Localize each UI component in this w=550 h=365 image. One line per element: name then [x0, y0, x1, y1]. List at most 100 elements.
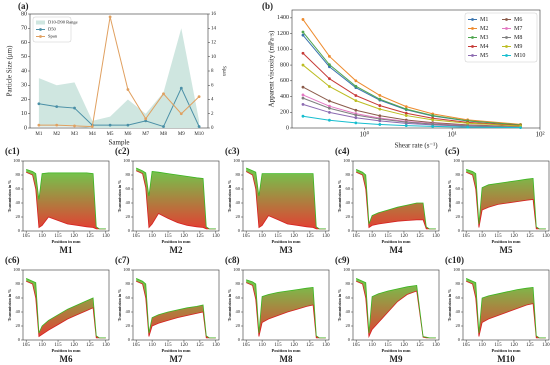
y-tick-label: 600 — [280, 78, 289, 84]
panel-label: (c3) — [225, 146, 240, 156]
y-tick-label: 0 — [18, 337, 21, 342]
x-axis-label: Position in mm — [161, 239, 190, 244]
data-point — [301, 103, 305, 106]
y-tick-label: 60 — [346, 186, 351, 191]
legend-label: M1 — [480, 17, 488, 23]
y2-tick-label: 16 — [211, 12, 217, 17]
data-point — [73, 106, 76, 110]
data-point — [37, 123, 41, 127]
x-tick-label: 120 — [400, 234, 408, 239]
x-tick-label: 105 — [22, 343, 30, 348]
x-tick-label: 125 — [196, 234, 204, 239]
plot-frame — [22, 269, 110, 341]
profile-spread — [466, 169, 546, 229]
y-tick-label: 50 — [21, 54, 27, 60]
x-tick-label: 110 — [258, 234, 266, 239]
y-tick-label: 0 — [348, 337, 351, 342]
x-tick-label: 115 — [274, 234, 282, 239]
x-tick-label: 120 — [400, 343, 408, 348]
y-tick-label: 80 — [126, 172, 131, 177]
legend-label: M10 — [514, 53, 525, 59]
data-point — [431, 114, 435, 117]
legend-marker — [471, 36, 474, 39]
data-point — [378, 117, 382, 121]
plot-frame — [352, 160, 440, 232]
x-tick-label: 125 — [86, 234, 94, 239]
y-tick-label: 0 — [458, 228, 461, 233]
series-line — [38, 16, 200, 128]
x-tick-label: 10² — [535, 131, 544, 139]
data-point — [301, 114, 305, 118]
x-tick-label: M2 — [53, 132, 60, 137]
y-tick-label: 20 — [236, 323, 241, 328]
legend-marker — [471, 45, 474, 48]
y-tick-label: 100 — [13, 267, 21, 272]
y-tick-label: 20 — [21, 97, 27, 103]
plot-frame — [462, 269, 550, 341]
profile-line — [26, 278, 106, 339]
x-tick-label: 125 — [306, 343, 314, 348]
y-tick-label: 100 — [453, 158, 461, 163]
profile-line — [356, 278, 436, 339]
data-point — [354, 121, 358, 125]
legend-label: M8 — [514, 35, 522, 41]
y-axis-label: Transmission in % — [227, 180, 232, 212]
y2-axis-label: Span — [221, 66, 226, 77]
y-tick-label: 60 — [456, 295, 461, 300]
x-tick-label: 130 — [102, 343, 110, 348]
x-tick-label: M1 — [35, 132, 42, 137]
panel-label: (a) — [18, 1, 29, 11]
x-tick-label: 130 — [212, 343, 220, 348]
y-tick-label: 400 — [280, 94, 289, 100]
series-line — [302, 86, 521, 128]
x-tick-label: M8 — [160, 132, 167, 137]
x-tick-label: 105 — [132, 234, 140, 239]
y-tick-label: 0 — [128, 337, 131, 342]
y-axis-label: Transmission in % — [227, 289, 232, 321]
y-tick-label: 60 — [236, 186, 241, 191]
y-tick-label: 40 — [21, 68, 27, 74]
y2-tick-label: 4 — [211, 98, 214, 103]
data-point — [162, 92, 165, 96]
legend-label: M2 — [480, 26, 488, 32]
data-point — [126, 123, 130, 127]
x-tick-label: 105 — [22, 234, 30, 239]
panel-label: (c9) — [335, 255, 350, 265]
y-tick-label: 80 — [346, 281, 351, 286]
x-axis-label: Position in mm — [271, 348, 300, 353]
data-point — [197, 95, 201, 99]
x-tick-label: 115 — [494, 234, 502, 239]
y-tick-label: 0 — [238, 337, 241, 342]
x-tick-label: 110 — [368, 234, 376, 239]
y-tick-label: 0 — [238, 228, 241, 233]
y-tick-label: 40 — [126, 200, 131, 205]
x-tick-label: 125 — [86, 343, 94, 348]
data-point — [404, 124, 408, 128]
x-tick-label: 115 — [54, 234, 62, 239]
x-tick-label: 120 — [70, 234, 78, 239]
panel-label: (c6) — [5, 255, 20, 265]
legend-marker — [471, 27, 474, 30]
x-tick-label: M3 — [71, 132, 78, 137]
x-tick-label: 115 — [164, 343, 172, 348]
y-tick-label: 100 — [453, 267, 461, 272]
plot-frame — [22, 160, 110, 232]
x-tick-label: 110 — [38, 343, 46, 348]
data-point — [301, 18, 305, 21]
legend-marker — [505, 36, 508, 39]
x-tick-label: M5 — [107, 132, 114, 137]
legend-label: M5 — [480, 53, 488, 59]
y-tick-label: 100 — [343, 267, 351, 272]
x-tick-label: 130 — [542, 343, 550, 348]
legend-label: Span — [48, 34, 58, 39]
legend-marker — [39, 28, 42, 31]
series-line — [302, 52, 521, 127]
x-tick-label: 115 — [54, 343, 62, 348]
panel-label: (c2) — [115, 146, 130, 156]
x-tick-label: 120 — [290, 234, 298, 239]
x-axis-label: Position in mm — [381, 239, 410, 244]
y-tick-label: 100 — [123, 267, 131, 272]
plot-frame — [132, 160, 220, 232]
panel-label: (c7) — [115, 255, 130, 265]
data-point — [378, 123, 382, 126]
